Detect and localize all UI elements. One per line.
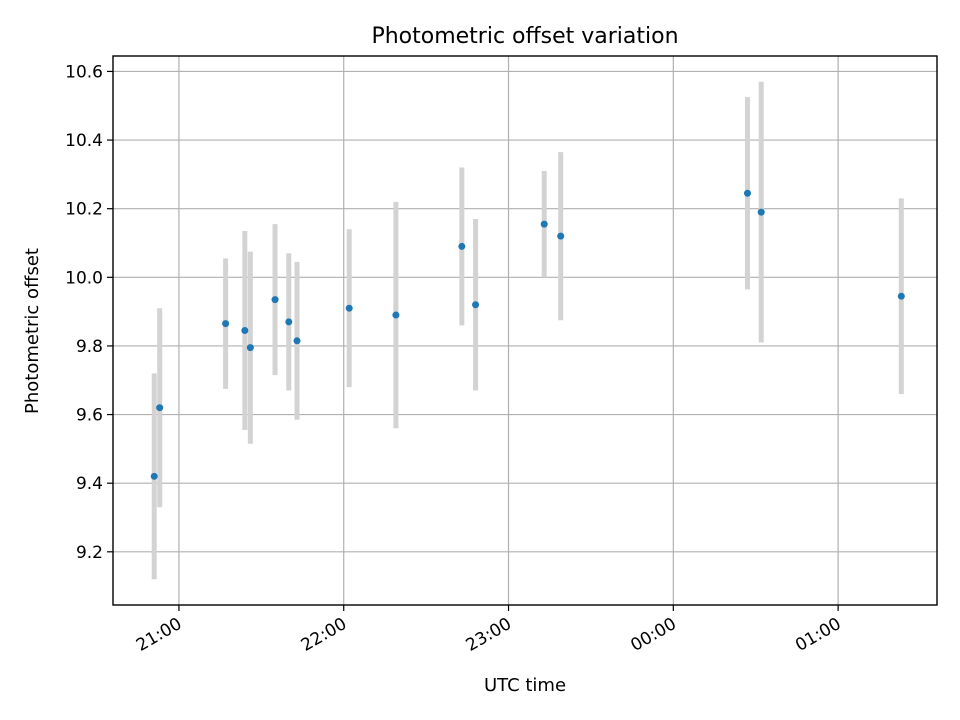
chart-title: Photometric offset variation — [371, 24, 678, 49]
data-point — [743, 189, 751, 197]
x-tick-label: 22:00 — [298, 614, 350, 656]
y-tick-label: 10.4 — [65, 131, 103, 151]
data-point — [222, 320, 230, 328]
y-tick-label: 9.2 — [76, 543, 103, 563]
x-tick-label: 01:00 — [792, 614, 844, 656]
data-point — [150, 472, 158, 480]
y-tick-label: 10.2 — [65, 200, 103, 220]
x-tick-label: 00:00 — [627, 614, 679, 656]
data-point — [345, 304, 353, 312]
data-point — [392, 311, 400, 319]
data-points — [150, 189, 905, 480]
error-bars — [151, 81, 904, 580]
data-point — [897, 292, 905, 300]
axis-ticks: 21:00 22:00 23:00 00:00 01:00 9.2 9.4 9.6 9.8 10.… — [65, 62, 844, 655]
grid-lines — [113, 56, 937, 605]
data-point — [472, 301, 480, 309]
y-tick-label: 9.6 — [76, 406, 103, 426]
y-tick-label: 9.4 — [76, 474, 103, 494]
data-point — [458, 242, 466, 250]
y-tick-label: 10.0 — [65, 268, 103, 288]
data-point — [540, 220, 548, 228]
y-tick-label: 9.8 — [76, 337, 103, 357]
data-point — [293, 337, 301, 345]
y-axis-label: Photometric offset — [22, 248, 43, 414]
data-point — [757, 208, 765, 216]
x-tick-label: 21:00 — [133, 614, 185, 656]
plot-frame — [112, 55, 938, 606]
x-tick-label: 23:00 — [463, 614, 515, 656]
data-point — [285, 318, 293, 326]
x-axis-label: UTC time — [484, 675, 566, 696]
data-point — [557, 232, 565, 240]
y-tick-label: 10.6 — [65, 62, 103, 82]
data-point — [271, 296, 279, 304]
data-point — [241, 327, 249, 334]
data-point — [246, 344, 254, 352]
data-point — [156, 404, 164, 412]
